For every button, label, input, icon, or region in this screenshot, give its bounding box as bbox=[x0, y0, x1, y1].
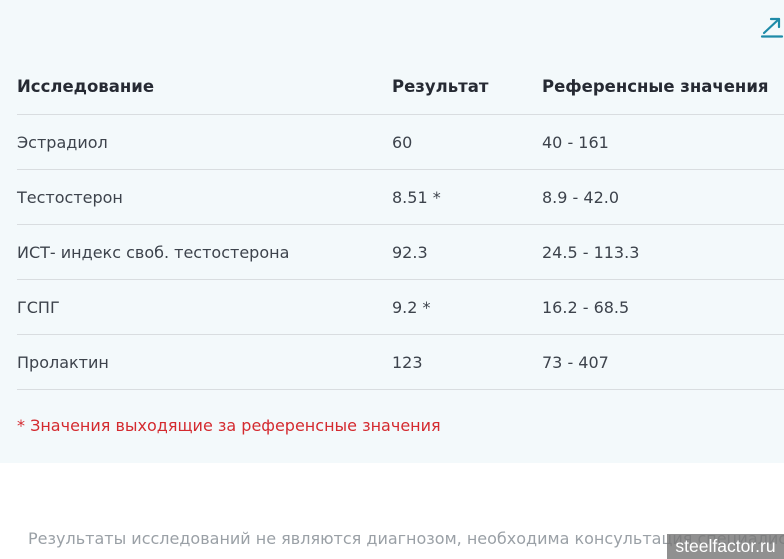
table-row: Тестостерон 8.51 * 8.9 - 42.0 bbox=[17, 169, 784, 225]
reference-cell: 8.9 - 42.0 bbox=[542, 169, 784, 225]
table-row: Эстрадиол 60 40 - 161 bbox=[17, 114, 784, 170]
expand-icon[interactable] bbox=[760, 16, 784, 38]
column-header-test: Исследование bbox=[17, 58, 392, 115]
results-table-body: Эстрадиол 60 40 - 161 Тестостерон 8.51 *… bbox=[17, 114, 784, 390]
test-name-cell: ГСПГ bbox=[17, 279, 392, 335]
test-name-cell: Эстрадиол bbox=[17, 114, 392, 170]
disclaimer-text: Результаты исследований не являются диаг… bbox=[28, 529, 784, 548]
table-row: ИСТ- индекс своб. тестостерона 92.3 24.5… bbox=[17, 224, 784, 280]
reference-cell: 16.2 - 68.5 bbox=[542, 279, 784, 335]
table-header-row: Исследование Результат Референсные значе… bbox=[17, 58, 784, 115]
table-row: Пролактин 123 73 - 407 bbox=[17, 334, 784, 390]
result-cell: 8.51 * bbox=[392, 169, 542, 225]
site-watermark: steelfactor.ru bbox=[667, 534, 784, 559]
column-header-reference: Референсные значения bbox=[542, 58, 784, 115]
result-cell: 9.2 * bbox=[392, 279, 542, 335]
test-name-cell: ИСТ- индекс своб. тестостерона bbox=[17, 224, 392, 280]
result-cell: 92.3 bbox=[392, 224, 542, 280]
table-row: ГСПГ 9.2 * 16.2 - 68.5 bbox=[17, 279, 784, 335]
reference-cell: 40 - 161 bbox=[542, 114, 784, 170]
reference-cell: 73 - 407 bbox=[542, 334, 784, 390]
test-name-cell: Тестостерон bbox=[17, 169, 392, 225]
result-cell: 60 bbox=[392, 114, 542, 170]
result-cell: 123 bbox=[392, 334, 542, 390]
out-of-range-footnote: * Значения выходящие за референсные знач… bbox=[17, 416, 441, 435]
column-header-result: Результат bbox=[392, 58, 542, 115]
results-table: Исследование Результат Референсные значе… bbox=[17, 58, 784, 390]
test-name-cell: Пролактин bbox=[17, 334, 392, 390]
reference-cell: 24.5 - 113.3 bbox=[542, 224, 784, 280]
results-panel: Исследование Результат Референсные значе… bbox=[0, 0, 784, 463]
